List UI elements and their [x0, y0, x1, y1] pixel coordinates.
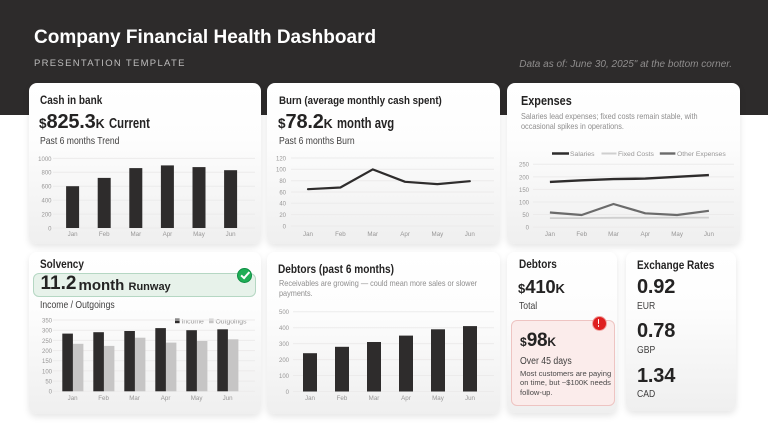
svg-text:60: 60	[279, 190, 286, 196]
svg-text:Feb: Feb	[335, 231, 346, 238]
svg-text:May: May	[191, 395, 204, 402]
svg-text:Jun: Jun	[226, 231, 237, 238]
svg-text:200: 200	[42, 349, 53, 355]
svg-text:50: 50	[45, 380, 52, 386]
svg-text:0: 0	[286, 390, 290, 396]
svg-text:300: 300	[42, 329, 53, 335]
svg-text:Jun: Jun	[465, 395, 476, 402]
svg-text:20: 20	[279, 213, 286, 219]
svg-text:100: 100	[519, 200, 530, 206]
svg-text:200: 200	[279, 358, 290, 364]
svg-text:80: 80	[279, 179, 286, 185]
svg-text:Jun: Jun	[223, 395, 234, 402]
svg-text:Apr: Apr	[400, 231, 410, 238]
svg-text:1000: 1000	[38, 157, 52, 163]
svg-text:350: 350	[42, 318, 53, 324]
svg-text:Apr: Apr	[163, 231, 173, 238]
svg-text:800: 800	[41, 171, 52, 177]
svg-text:Outgoings: Outgoings	[216, 318, 248, 325]
svg-text:Mar: Mar	[367, 231, 378, 238]
svg-text:0: 0	[49, 390, 53, 396]
svg-text:0: 0	[283, 224, 287, 230]
svg-text:200: 200	[519, 175, 530, 181]
svg-text:150: 150	[519, 188, 530, 194]
svg-text:Jan: Jan	[305, 395, 316, 402]
svg-text:100: 100	[276, 168, 287, 174]
svg-text:Apr: Apr	[401, 395, 411, 402]
svg-text:Other Expenses: Other Expenses	[677, 151, 726, 158]
svg-text:Mar: Mar	[369, 395, 380, 402]
svg-text:250: 250	[42, 339, 53, 345]
svg-text:Jun: Jun	[704, 231, 715, 238]
svg-text:Feb: Feb	[576, 231, 587, 238]
svg-text:Mar: Mar	[129, 395, 140, 402]
svg-text:Feb: Feb	[337, 395, 348, 402]
svg-text:Feb: Feb	[98, 395, 109, 402]
svg-text:Salaries: Salaries	[570, 151, 595, 158]
svg-text:Jan: Jan	[303, 231, 314, 238]
svg-text:500: 500	[279, 310, 290, 316]
svg-text:Fixed Costs: Fixed Costs	[618, 151, 654, 158]
svg-text:600: 600	[41, 185, 52, 191]
svg-text:100: 100	[279, 374, 290, 380]
svg-text:Apr: Apr	[161, 395, 171, 402]
svg-text:Apr: Apr	[640, 231, 650, 238]
svg-text:May: May	[671, 231, 684, 238]
svg-text:400: 400	[279, 326, 290, 332]
svg-text:Jun: Jun	[465, 231, 476, 238]
svg-text:Jan: Jan	[68, 231, 79, 238]
svg-text:300: 300	[279, 342, 290, 348]
svg-text:Income: Income	[182, 318, 205, 325]
svg-text:50: 50	[522, 213, 529, 219]
svg-text:Feb: Feb	[99, 231, 110, 238]
svg-text:May: May	[432, 231, 445, 238]
svg-text:Jan: Jan	[545, 231, 556, 238]
svg-text:Mar: Mar	[608, 231, 619, 238]
svg-text:150: 150	[42, 359, 53, 365]
svg-text:Jan: Jan	[68, 395, 79, 402]
svg-text:May: May	[432, 395, 445, 402]
svg-text:400: 400	[41, 199, 52, 205]
svg-text:0: 0	[48, 226, 52, 232]
svg-text:0: 0	[526, 226, 530, 232]
svg-text:250: 250	[519, 163, 530, 169]
svg-text:May: May	[193, 231, 206, 238]
svg-text:40: 40	[279, 202, 286, 208]
svg-text:100: 100	[42, 369, 53, 375]
svg-text:200: 200	[41, 213, 52, 219]
svg-text:Mar: Mar	[130, 231, 141, 238]
svg-text:120: 120	[276, 156, 287, 162]
